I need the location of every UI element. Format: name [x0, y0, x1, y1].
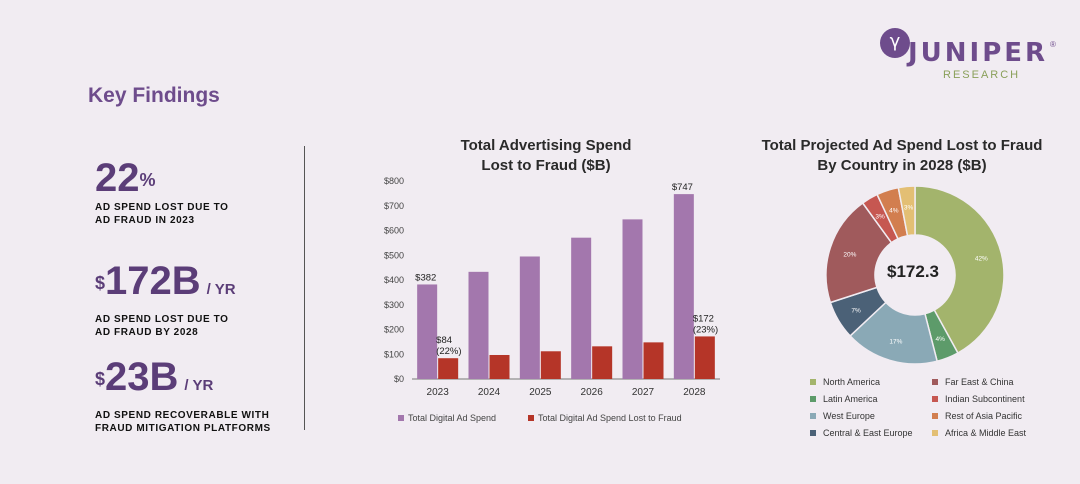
donut-slice	[825, 201, 893, 304]
y-tick-label: $300	[384, 300, 404, 310]
donut-chart-title: Total Projected Ad Spend Lost to Fraud B…	[761, 137, 1043, 174]
y-tick-label: $100	[384, 349, 404, 359]
slice-label: 17%	[889, 338, 902, 345]
juniper-emblem: γ	[880, 28, 910, 58]
bar-total-spend	[673, 194, 694, 379]
x-tick-label: 2024	[478, 387, 501, 398]
legend-item-africa-middle-east: Africa & Middle East	[932, 428, 1026, 438]
stat-value: 22%	[95, 156, 156, 200]
bar-total-spend	[519, 256, 540, 379]
legend-item-latin-america: Latin America	[810, 394, 878, 404]
slice-label: 20%	[843, 251, 856, 258]
legend-item-indian-subcontinent: Indian Subcontinent	[932, 394, 1025, 404]
legend-swatch	[810, 378, 816, 385]
legend-swatch	[932, 395, 938, 402]
section-divider	[304, 146, 305, 430]
y-tick-label: $200	[384, 325, 404, 335]
stat-description: AD SPEND RECOVERABLE WITH FRAUD MITIGATI…	[95, 410, 271, 434]
donut-center-total: $172.3	[887, 262, 939, 281]
data-label: $747	[672, 182, 693, 193]
legend-item-total-spend: Total Digital Ad Spend	[398, 413, 496, 423]
legend-swatch	[810, 412, 816, 419]
data-label: $382	[415, 272, 436, 283]
bar-fraud-loss	[643, 342, 664, 379]
legend-item-west-europe: West Europe	[810, 411, 875, 421]
bar-fraud-loss	[540, 351, 561, 379]
page-title: Key Findings	[88, 84, 220, 107]
registered-mark: ®	[1050, 40, 1056, 49]
legend-swatch	[932, 429, 938, 436]
slice-label: 3%	[904, 204, 914, 211]
legend-swatch	[528, 414, 534, 421]
stat-value: $23B / YR	[95, 355, 214, 399]
bar-fraud-loss	[694, 336, 715, 379]
donut-slice	[897, 185, 916, 237]
logo-subtitle: RESEARCH	[943, 69, 1021, 81]
y-tick-label: $800	[384, 176, 404, 186]
bar-fraud-loss	[592, 346, 613, 379]
y-tick-label: $700	[384, 201, 404, 211]
legend-swatch	[810, 429, 816, 436]
data-label: $172 (23%)	[693, 313, 718, 335]
stat-fraud-share-2023: 22% AD SPEND LOST DUE TO AD FRAUD IN 202…	[95, 158, 229, 227]
legend-item-north-america: North America	[810, 377, 880, 387]
bar-total-spend	[622, 219, 643, 379]
legend-swatch	[932, 378, 938, 385]
slice-label: 4%	[889, 207, 899, 214]
x-tick-label: 2026	[581, 387, 604, 398]
legend-item-far-east-china: Far East & China	[932, 377, 1014, 387]
stat-fraud-loss-2028: $172B / YR AD SPEND LOST DUE TO AD FRAUD …	[95, 261, 236, 339]
stat-recoverable-spend: $23B / YR AD SPEND RECOVERABLE WITH FRAUD…	[95, 357, 271, 435]
data-label: $84 (22%)	[436, 335, 461, 357]
x-tick-label: 2027	[632, 387, 655, 398]
x-tick-label: 2028	[683, 387, 706, 398]
juniper-logo: γ JUNIPER ® RESEARCH	[880, 28, 1060, 83]
y-tick-label: $600	[384, 226, 404, 236]
legend-item-rest-of-asia-pacific: Rest of Asia Pacific	[932, 411, 1022, 421]
legend-swatch	[398, 414, 404, 421]
y-tick-label: $0	[394, 374, 404, 384]
slice-label: 42%	[975, 255, 988, 262]
bar-chart-title: Total Advertising Spend Lost to Fraud ($…	[460, 137, 632, 174]
legend-swatch	[810, 395, 816, 402]
bar-fraud-loss	[438, 358, 459, 379]
stat-description: AD SPEND LOST DUE TO AD FRAUD IN 2023	[95, 202, 229, 226]
donut-slice	[914, 185, 1005, 355]
bar-fraud-loss	[489, 354, 510, 379]
logo-wordmark: JUNIPER	[908, 38, 1049, 68]
y-tick-label: $500	[384, 250, 404, 260]
x-tick-label: 2025	[529, 387, 552, 398]
bar-total-spend	[417, 284, 438, 379]
slice-label: 4%	[936, 336, 946, 343]
stat-description: AD SPEND LOST DUE TO AD FRAUD BY 2028	[95, 314, 229, 338]
stat-value: $172B / YR	[95, 259, 236, 303]
legend-swatch	[932, 412, 938, 419]
bar-total-spend	[571, 237, 592, 379]
legend-item-central-east-europe: Central & East Europe	[810, 428, 913, 438]
x-tick-label: 2023	[427, 387, 450, 398]
legend-item-fraud-loss: Total Digital Ad Spend Lost to Fraud	[528, 413, 682, 423]
slice-label: 3%	[875, 214, 885, 221]
y-tick-label: $400	[384, 275, 404, 285]
bar-total-spend	[468, 271, 489, 379]
slice-label: 7%	[851, 307, 861, 314]
